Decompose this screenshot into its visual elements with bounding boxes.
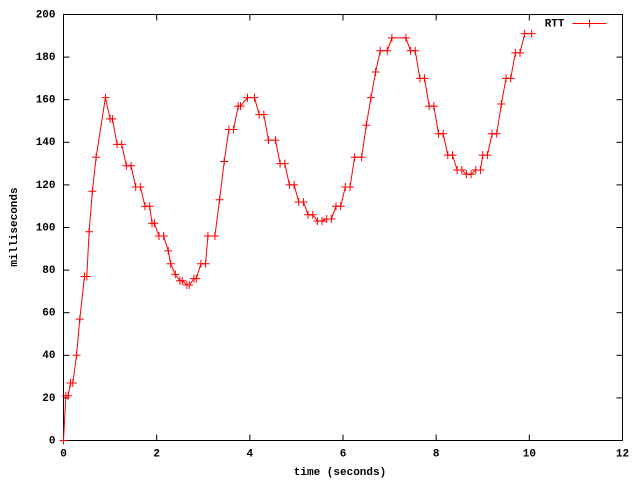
point <box>516 48 525 57</box>
y-tick-label: 160 <box>36 95 56 107</box>
y-axis-label: milliseconds <box>9 187 21 266</box>
point <box>467 170 476 179</box>
y-tick-label: 60 <box>42 308 55 320</box>
point <box>383 46 392 55</box>
point <box>448 151 457 160</box>
point <box>327 214 336 223</box>
y-tick-label: 140 <box>36 137 56 149</box>
y-tick-label: 180 <box>36 52 56 64</box>
y-tick-label: 120 <box>36 180 56 192</box>
point <box>439 129 448 138</box>
point <box>127 161 136 170</box>
point <box>520 29 529 38</box>
point <box>371 68 380 77</box>
point <box>243 93 252 102</box>
x-tick-label: 8 <box>433 448 440 460</box>
point <box>366 93 375 102</box>
point <box>299 197 308 206</box>
point <box>88 187 97 196</box>
point <box>527 29 536 38</box>
x-tick-label: 0 <box>60 448 67 460</box>
point <box>290 180 299 189</box>
point <box>166 259 175 268</box>
point <box>150 219 159 228</box>
x-tick-label: 12 <box>616 448 629 460</box>
point <box>68 378 77 387</box>
x-tick-label: 2 <box>153 448 160 460</box>
point <box>345 183 354 192</box>
point <box>259 110 268 119</box>
point <box>117 140 126 149</box>
point <box>72 351 81 360</box>
x-tick-label: 10 <box>523 448 536 460</box>
point <box>506 74 515 83</box>
x-tick-label: 6 <box>340 448 347 460</box>
point <box>457 165 466 174</box>
point <box>429 102 438 111</box>
point <box>101 93 110 102</box>
point <box>350 153 359 162</box>
point <box>159 232 168 241</box>
point <box>476 165 485 174</box>
point <box>236 102 245 111</box>
point <box>376 46 385 55</box>
point <box>92 153 101 162</box>
point <box>280 159 289 168</box>
point <box>229 125 238 134</box>
point <box>401 33 410 42</box>
plot-border <box>63 14 623 441</box>
point <box>357 153 366 162</box>
point <box>59 436 68 445</box>
point <box>264 136 273 145</box>
series-line <box>63 33 532 441</box>
point <box>215 195 224 204</box>
point <box>497 99 506 108</box>
point <box>250 93 259 102</box>
point <box>201 259 210 268</box>
point <box>145 202 154 211</box>
point <box>192 274 201 283</box>
point <box>271 136 280 145</box>
point <box>203 232 212 241</box>
point <box>492 129 501 138</box>
point <box>75 315 84 324</box>
point <box>420 74 429 83</box>
point <box>483 151 492 160</box>
point <box>362 121 371 130</box>
point <box>318 217 327 226</box>
y-tick-label: 0 <box>49 435 56 447</box>
x-axis-label: time (seconds) <box>294 467 386 479</box>
point <box>308 210 317 219</box>
y-tick-label: 20 <box>42 393 55 405</box>
point <box>82 272 91 281</box>
point <box>164 246 173 255</box>
point <box>64 391 73 400</box>
point <box>411 46 420 55</box>
y-tick-label: 100 <box>36 222 56 234</box>
point <box>108 114 117 123</box>
point <box>387 33 396 42</box>
point <box>171 270 180 279</box>
y-tick-label: 200 <box>36 9 56 21</box>
legend-label: RTT <box>545 18 565 30</box>
legend-swatch <box>585 19 594 28</box>
y-tick-label: 40 <box>42 350 55 362</box>
y-tick-label: 80 <box>42 265 55 277</box>
point <box>136 183 145 192</box>
point <box>85 227 94 236</box>
point <box>220 157 229 166</box>
point <box>336 202 345 211</box>
point <box>178 276 187 285</box>
x-tick-label: 4 <box>247 448 254 460</box>
point <box>210 232 219 241</box>
point <box>185 281 194 290</box>
